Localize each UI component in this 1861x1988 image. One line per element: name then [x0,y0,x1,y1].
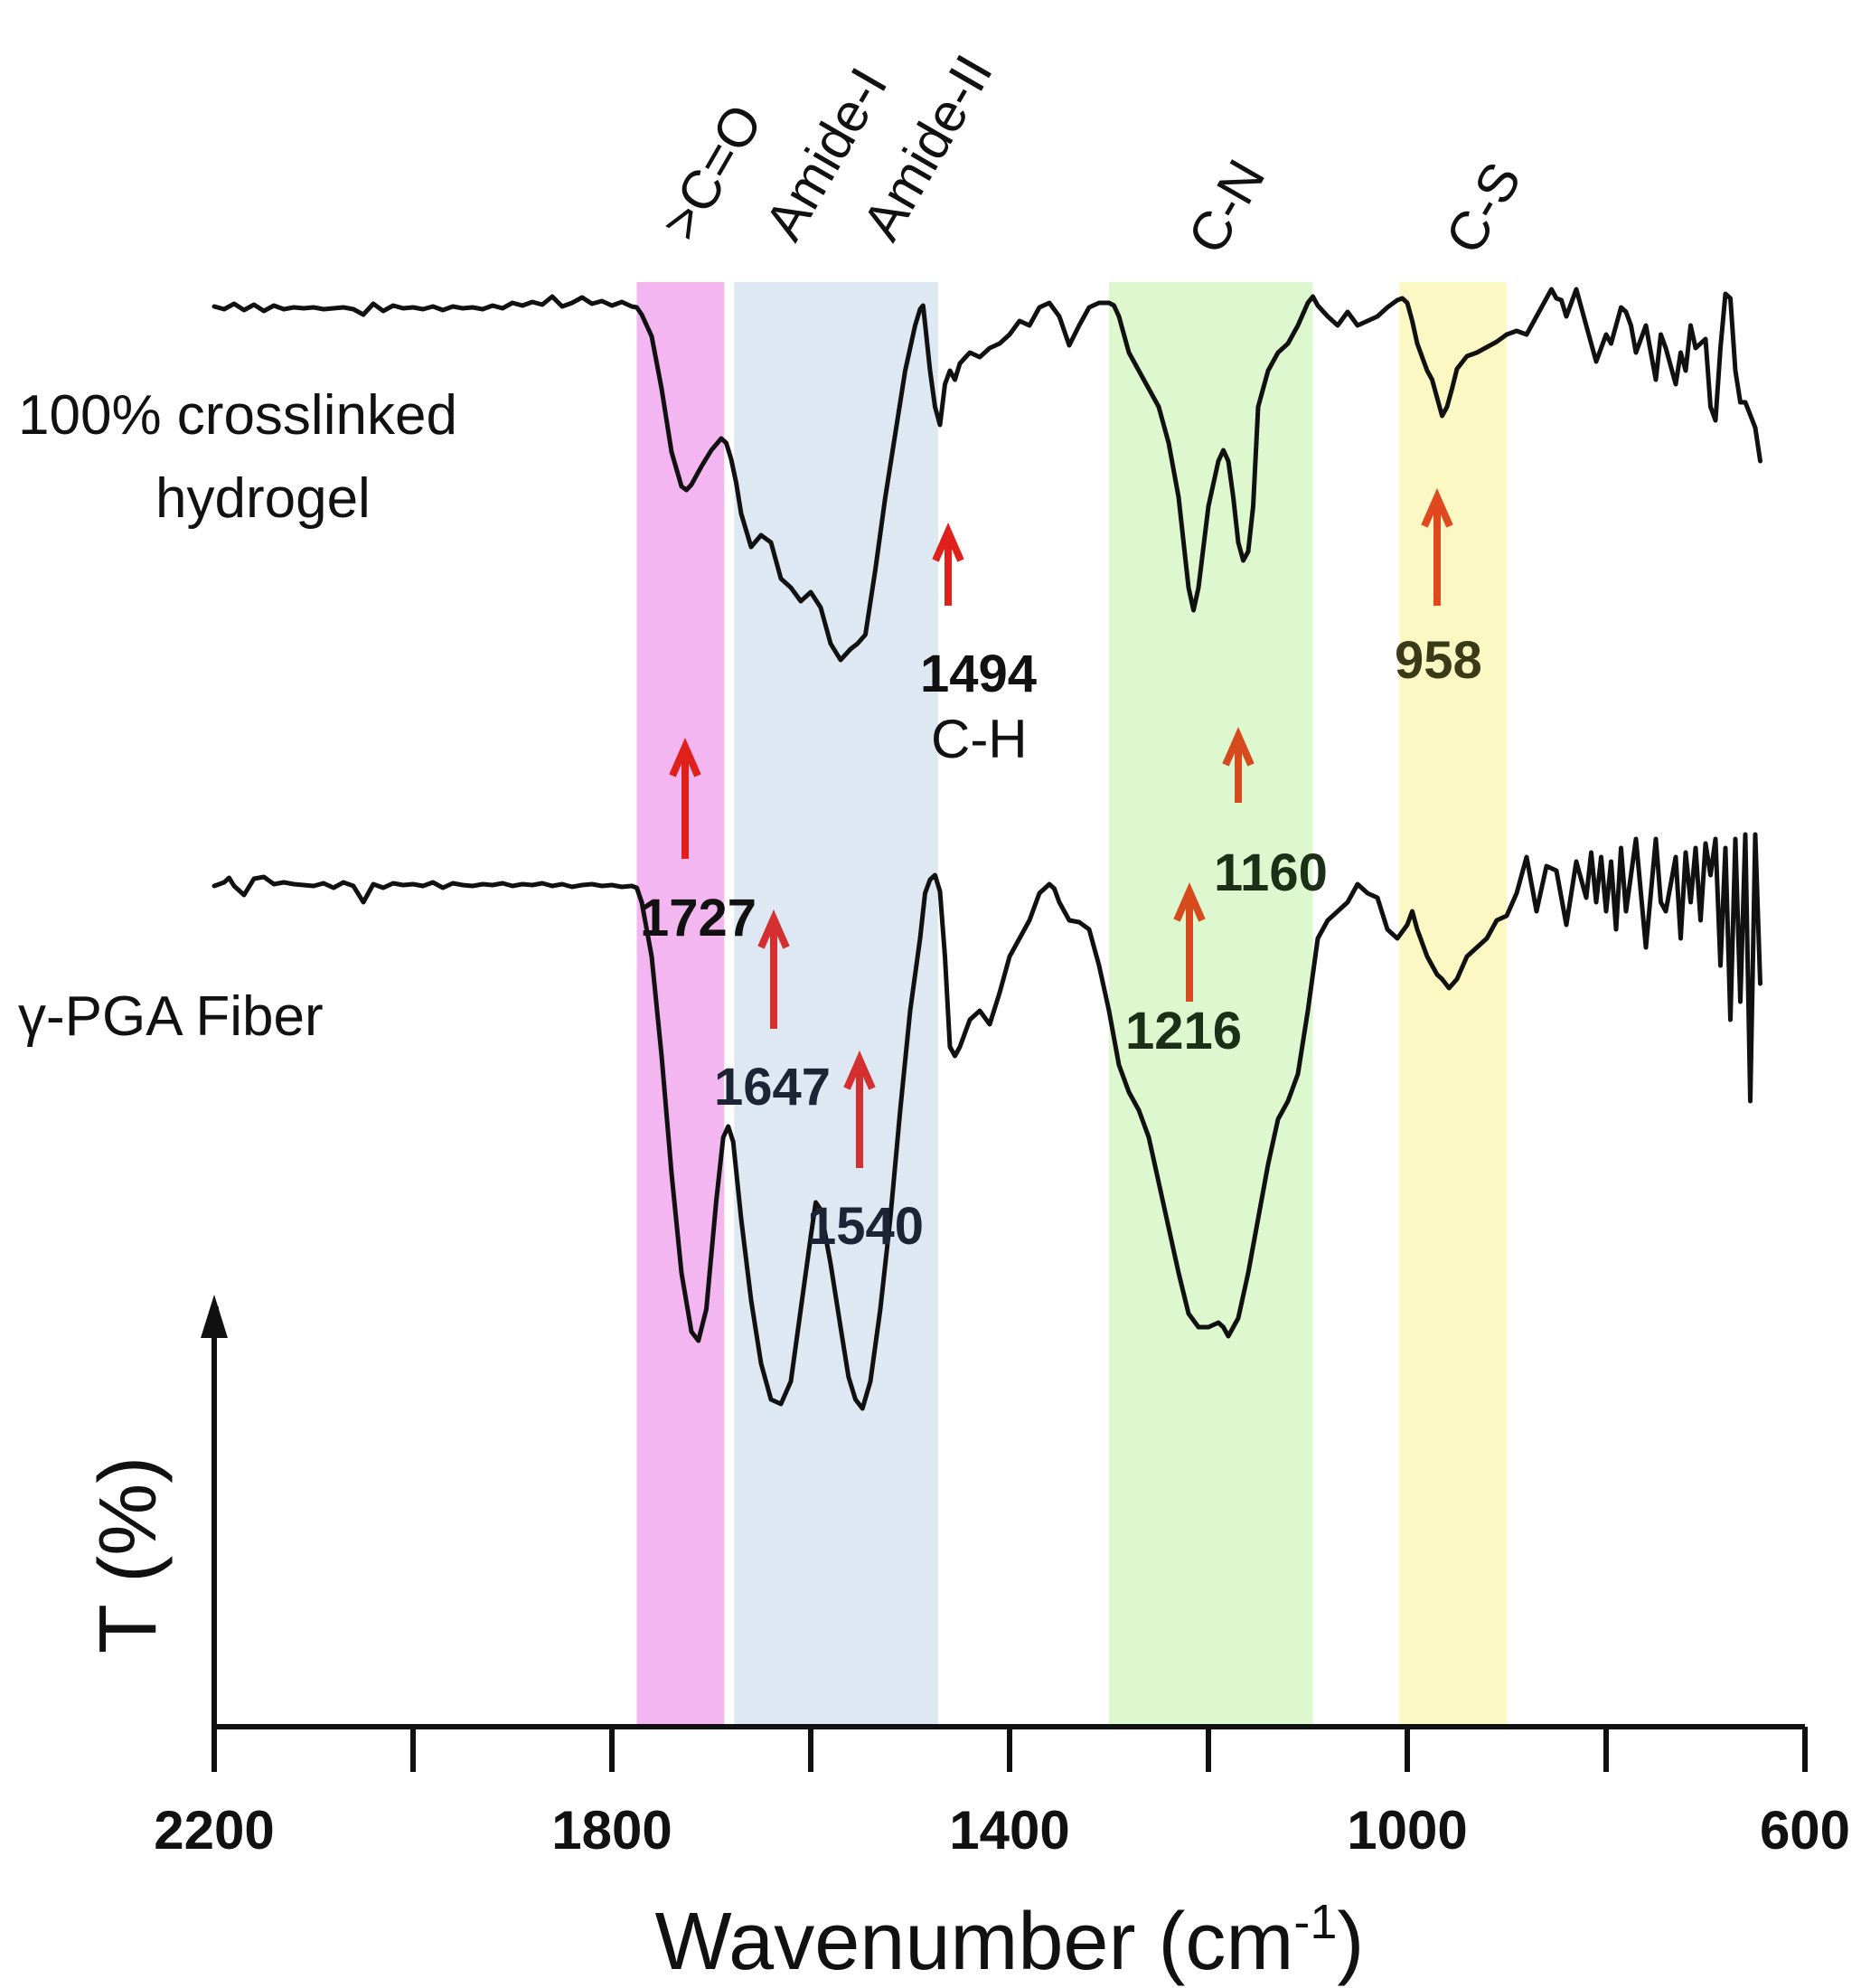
highlight-bands [636,282,1507,1727]
peak-label-958: 958 [1395,631,1482,690]
band-labels: >C=O Amide-I Amide-II C-N C-S [649,45,1533,264]
series-labels: 100% crosslinked hydrogel γ-PGA Fiber [18,384,457,1048]
band-0 [636,282,725,1727]
peak-arrow-1160 [1222,727,1255,803]
peak-annotation-1216: 1216 [1125,882,1242,1060]
peak-annotation-958: 958 [1395,488,1482,690]
peak-arrow-1727 [669,738,701,859]
y-axis-arrowhead [201,1295,228,1338]
peak-annotation-1540: 1540 [807,1051,924,1256]
x-tick-label-2200: 2200 [154,1800,274,1861]
peak-annotation-1647: 1647 [714,909,831,1116]
band-label-carbonyl: >C=O [649,94,774,250]
peak-label-1540: 1540 [807,1197,924,1256]
peak-annotation-1160: 1160 [1214,727,1328,902]
x-tick-label-1800: 1800 [551,1800,672,1861]
peak-annotations: 1494 C-H 958 1727 1647 1540 1216 1160 [640,488,1482,1256]
band-label-c-s: C-S [1433,153,1533,264]
peak-label-1647: 1647 [714,1058,831,1116]
series-line-pga-fiber [211,832,1762,1411]
x-axis-title-superscript: -1 [1293,1895,1337,1949]
peak-sublabel-c-h: C-H [931,709,1028,769]
x-tick-label-600: 600 [1760,1800,1850,1861]
series-line-hydrogel [211,287,1762,663]
x-axis-title-main: Wavenumber (cm [655,1897,1294,1987]
y-axis-title: T (%) [83,1456,174,1654]
spectra [211,287,1762,1411]
peak-annotation-1494: 1494 C-H [920,523,1037,769]
peak-label-1494: 1494 [920,645,1037,703]
peak-arrow-1540 [843,1051,876,1168]
peak-arrow-1647 [757,909,790,1029]
band-1 [734,282,938,1727]
band-label-c-n: C-N [1176,150,1276,264]
x-ticks [211,1727,1808,1772]
x-axis-title-end: ) [1337,1897,1364,1987]
peak-arrow-958 [1421,488,1453,606]
peak-label-1160: 1160 [1214,843,1328,902]
series-label-hydrogel-line1: 100% crosslinked [18,384,457,447]
series-label-pga-fiber: γ-PGA Fiber [18,985,324,1048]
x-tick-labels: 2200 1800 1400 1000 600 [154,1800,1850,1861]
band-3 [1109,282,1313,1727]
band-4 [1399,282,1507,1727]
peak-arrow-1216 [1173,882,1206,1002]
x-tick-label-1000: 1000 [1347,1800,1467,1861]
axes: 2200 1800 1400 1000 600 Wavenumber (cm-1… [83,1295,1850,1987]
peak-annotation-1727: 1727 [640,738,757,947]
x-axis-title: Wavenumber (cm-1) [655,1895,1365,1987]
peak-label-1216: 1216 [1125,1002,1242,1060]
peak-label-1727: 1727 [640,889,757,947]
series-label-hydrogel-line2: hydrogel [155,467,371,530]
peak-arrow-1494 [932,523,964,606]
x-tick-label-1400: 1400 [949,1800,1069,1861]
